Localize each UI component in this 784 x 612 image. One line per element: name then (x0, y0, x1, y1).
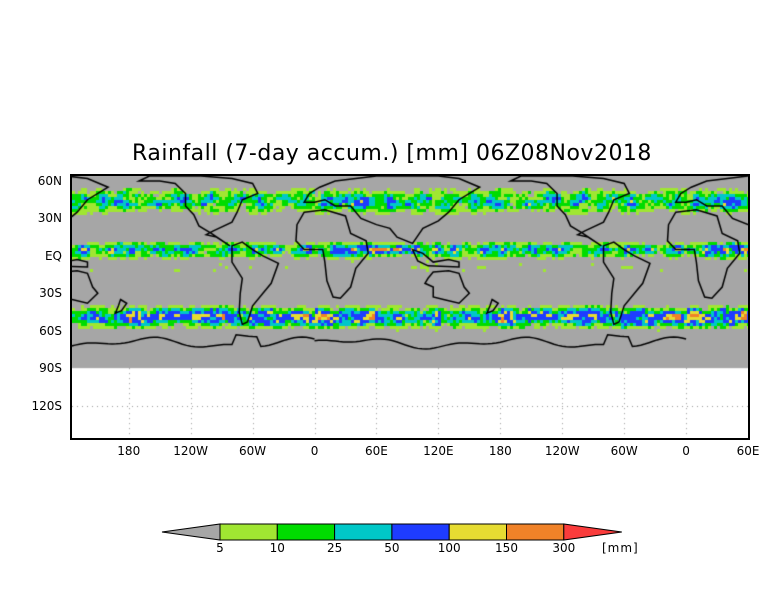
lon-label: 60W (239, 444, 267, 458)
colorbar-unit: [mm] (602, 541, 639, 555)
colorbar-segment (391, 523, 450, 541)
colorbar-segment (219, 523, 278, 541)
lon-label: 60E (365, 444, 388, 458)
lat-label: 30N (37, 211, 62, 226)
colorbar-level-label: 150 (495, 541, 518, 555)
lon-label: 0 (310, 444, 319, 458)
lat-label: 30S (39, 286, 62, 301)
lon-label: 60E (736, 444, 760, 458)
lat-label: 90S (39, 361, 62, 376)
colorbar-level-label: 50 (384, 541, 400, 555)
lat-label: 60N (37, 173, 62, 188)
lon-label: 180 (117, 444, 141, 458)
map-title: Rainfall (7-day accum.) [mm] 06Z08Nov201… (132, 141, 652, 166)
colorbar-segment (334, 523, 393, 541)
lat-label: 60S (39, 323, 62, 338)
colorbar-level-label: 10 (269, 541, 285, 555)
colorbar-segment (448, 523, 508, 541)
colorbar-over-triangle (563, 523, 622, 541)
lat-label: 120S (31, 398, 62, 413)
colorbar-level-label: 100 (437, 541, 461, 555)
colorbar-level-label: 300 (552, 541, 576, 555)
lon-label: 120W (173, 444, 209, 458)
lat-label: EQ (44, 248, 62, 263)
lon-label: 120E (423, 444, 454, 458)
lon-label: 60W (610, 444, 638, 458)
colorbar-under-triangle (161, 523, 221, 541)
colorbar-segment (276, 523, 336, 541)
colorbar-segment (506, 523, 565, 541)
rainfall-map (72, 176, 748, 438)
colorbar-level-label: 5 (216, 541, 224, 555)
map-frame (70, 174, 750, 440)
colorbar-level-label: 25 (326, 541, 343, 555)
colorbar (161, 523, 622, 541)
lon-label: 180 (488, 444, 512, 458)
lon-label: 120W (544, 444, 580, 458)
lon-label: 0 (682, 444, 690, 458)
